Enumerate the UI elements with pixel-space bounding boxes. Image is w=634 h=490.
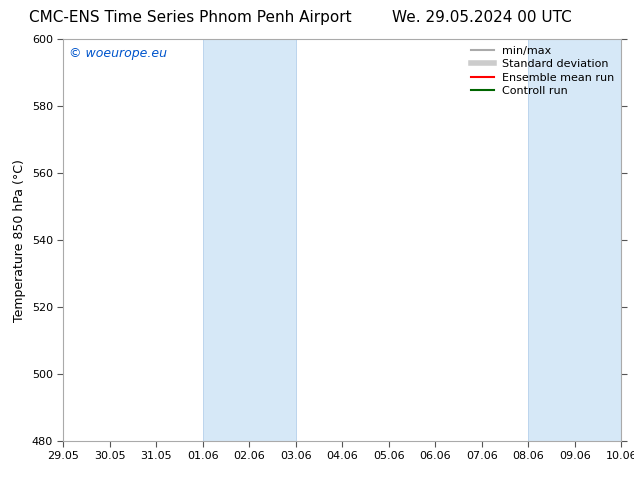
Text: We. 29.05.2024 00 UTC: We. 29.05.2024 00 UTC	[392, 10, 572, 24]
Bar	[528, 39, 621, 441]
Text: © woeurope.eu: © woeurope.eu	[69, 47, 167, 60]
Text: CMC-ENS Time Series Phnom Penh Airport: CMC-ENS Time Series Phnom Penh Airport	[29, 10, 351, 24]
Y-axis label: Temperature 850 hPa (°C): Temperature 850 hPa (°C)	[13, 159, 26, 321]
Bar	[203, 39, 296, 441]
Legend: min/max, Standard deviation, Ensemble mean run, Controll run: min/max, Standard deviation, Ensemble me…	[467, 42, 619, 100]
